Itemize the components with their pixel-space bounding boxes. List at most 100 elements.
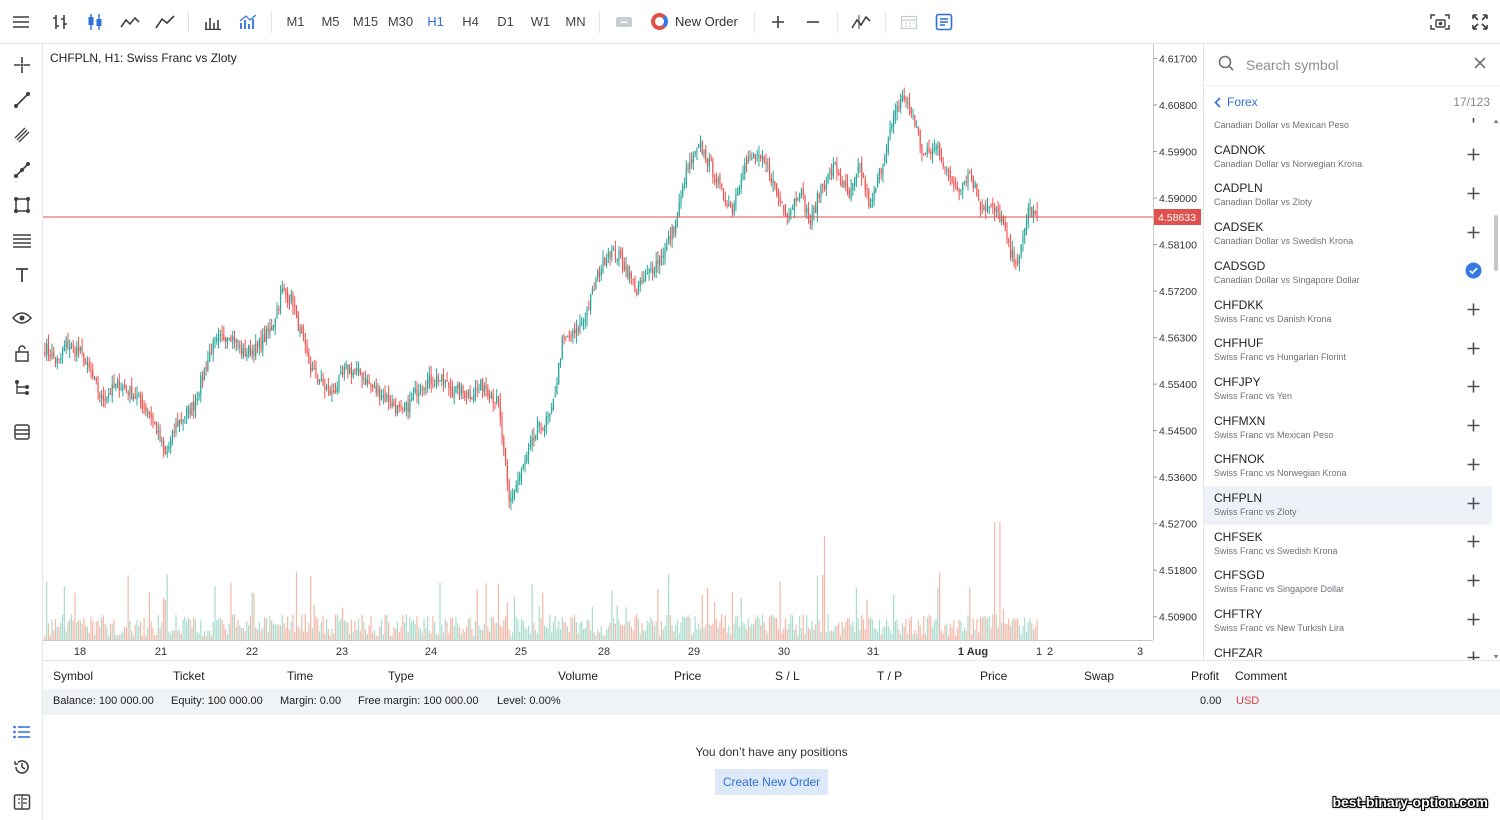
candle <box>106 397 108 400</box>
create-new-order-button[interactable]: Create New Order <box>715 769 828 795</box>
column-header[interactable]: Type <box>388 669 415 683</box>
menu-icon[interactable] <box>0 0 42 44</box>
add-icon[interactable] <box>1464 610 1482 628</box>
symbol-row[interactable]: CHFJPY Swiss Franc vs Yen <box>1204 370 1492 409</box>
add-icon[interactable] <box>1464 455 1482 473</box>
journal-icon[interactable] <box>0 785 43 819</box>
add-icon[interactable] <box>1464 417 1482 435</box>
candle <box>1002 218 1005 223</box>
close-icon[interactable] <box>1474 57 1486 72</box>
column-header[interactable]: Price <box>674 669 702 683</box>
add-icon[interactable] <box>1464 571 1482 589</box>
zoom-out-icon[interactable] <box>796 0 831 44</box>
fibonacci-icon[interactable] <box>0 223 43 257</box>
column-header[interactable]: Symbol <box>53 669 94 683</box>
timeframe-m30[interactable]: M30 <box>387 14 414 29</box>
symbol-row[interactable]: CHFSGD Swiss Franc vs Singapore Dollar <box>1204 563 1492 602</box>
back-to-groups-button[interactable]: Forex <box>1214 95 1258 109</box>
symbol-row[interactable]: CHFMXN Swiss Franc vs Mexican Peso <box>1204 409 1492 448</box>
crosshair-icon[interactable] <box>0 48 43 82</box>
bar-chart-type-icon[interactable] <box>42 0 77 44</box>
add-icon[interactable] <box>1464 301 1482 319</box>
layers-icon[interactable] <box>0 415 43 449</box>
column-header[interactable]: Price <box>980 669 1008 683</box>
add-icon[interactable] <box>1464 494 1482 512</box>
history-icon[interactable] <box>0 750 43 784</box>
add-icon[interactable] <box>1464 378 1482 396</box>
timeframe-m5[interactable]: M5 <box>321 14 340 29</box>
trend-line-icon[interactable] <box>0 83 43 117</box>
candle <box>201 377 204 381</box>
volume-bar <box>145 635 147 640</box>
one-click-trading-icon[interactable] <box>606 0 641 44</box>
candle <box>618 251 620 262</box>
add-icon[interactable] <box>1464 649 1482 660</box>
column-header[interactable]: S / L <box>775 669 800 683</box>
trade-list-icon[interactable] <box>0 715 43 749</box>
column-header[interactable]: Swap <box>1084 669 1115 683</box>
symbol-row[interactable]: CHFNOK Swiss Franc vs Norwegian Krona <box>1204 447 1492 486</box>
symbol-row[interactable]: CADSEK Canadian Dollar vs Swedish Krona <box>1204 215 1492 254</box>
timeframe-h1[interactable]: H1 <box>427 14 444 29</box>
column-header[interactable]: Profit <box>1191 669 1220 683</box>
candlestick-chart-type-icon[interactable] <box>77 0 112 44</box>
text-tool-icon[interactable] <box>0 258 43 292</box>
timeframe-w1[interactable]: W1 <box>530 14 551 29</box>
column-header[interactable]: Volume <box>558 669 599 683</box>
pitchfork-icon[interactable] <box>0 153 43 187</box>
symbol-row[interactable]: CHFSEK Swiss Franc vs Swedish Krona <box>1204 525 1492 564</box>
area-chart-type-icon[interactable] <box>147 0 182 44</box>
add-icon[interactable] <box>1464 223 1482 241</box>
volume-bar <box>288 629 290 640</box>
timeframe-h4[interactable]: H4 <box>462 14 479 29</box>
add-icon[interactable] <box>1464 146 1482 164</box>
candle <box>595 279 597 289</box>
column-header[interactable]: Comment <box>1235 669 1288 683</box>
add-icon[interactable] <box>1464 339 1482 357</box>
timeframe-d1[interactable]: D1 <box>497 14 514 29</box>
lock-icon[interactable] <box>0 336 43 370</box>
symbol-row[interactable]: CADPLN Canadian Dollar vs Zloty <box>1204 176 1492 215</box>
candle <box>416 389 418 397</box>
symbol-row[interactable]: CHFTRY Swiss Franc vs New Turkish Lira <box>1204 602 1492 641</box>
shapes-icon[interactable] <box>0 188 43 222</box>
indicator-list-icon[interactable] <box>844 0 879 44</box>
zoom-in-icon[interactable] <box>761 0 796 44</box>
price-chart[interactable]: 4.61700 4.60800 4.59900 4.59000 4.58100 4.572… <box>43 44 1203 660</box>
line-chart-type-icon[interactable] <box>112 0 147 44</box>
add-icon[interactable] <box>1464 533 1482 551</box>
symbol-row[interactable]: CHFHUF Swiss Franc vs Hungarian Florint <box>1204 331 1492 370</box>
add-icon[interactable] <box>1464 184 1482 202</box>
fullscreen-icon[interactable] <box>1460 0 1500 44</box>
trade-panel-icon[interactable] <box>927 0 962 44</box>
symbol-row[interactable]: CHFPLN Swiss Franc vs Zloty <box>1204 486 1492 525</box>
scrollbar-thumb[interactable] <box>1494 215 1498 271</box>
symbol-row[interactable]: CADSGD Canadian Dollar vs Singapore Dolla… <box>1204 254 1492 293</box>
chart-canvas[interactable]: 4.61700 4.60800 4.59900 4.59000 4.58100 4.572… <box>43 44 1203 660</box>
new-order-button[interactable]: New Order <box>641 0 748 44</box>
symbol-row[interactable]: Canadian Dollar vs Mexican Peso <box>1204 118 1492 138</box>
timeframe-m15[interactable]: M15 <box>352 14 379 29</box>
volume-bar <box>770 615 772 640</box>
symbol-row[interactable]: CHFDKK Swiss Franc vs Danish Krona <box>1204 293 1492 332</box>
timeframe-mn[interactable]: MN <box>565 14 586 29</box>
symbol-row[interactable]: CHFZAR <box>1204 641 1492 660</box>
candle <box>398 404 400 407</box>
add-icon[interactable] <box>1464 118 1482 125</box>
search-input[interactable] <box>1246 56 1474 73</box>
volume-bar <box>540 618 542 640</box>
column-header[interactable]: Ticket <box>173 669 205 683</box>
volume-icon[interactable] <box>195 0 230 44</box>
screenshot-icon[interactable] <box>1420 0 1460 44</box>
calendar-icon[interactable] <box>892 0 927 44</box>
column-header[interactable]: T / P <box>877 669 903 683</box>
checked-icon[interactable] <box>1464 262 1482 280</box>
timeframe-m1[interactable]: M1 <box>286 14 305 29</box>
column-header[interactable]: Time <box>287 669 314 683</box>
symbol-row[interactable]: CADNOK Canadian Dollar vs Norwegian Krona <box>1204 138 1492 177</box>
visibility-icon[interactable] <box>0 301 43 335</box>
channel-icon[interactable] <box>0 118 43 152</box>
symbol-list-scrollbar[interactable] <box>1493 118 1499 660</box>
object-tree-icon[interactable] <box>0 371 43 405</box>
indicators-icon[interactable] <box>230 0 265 44</box>
